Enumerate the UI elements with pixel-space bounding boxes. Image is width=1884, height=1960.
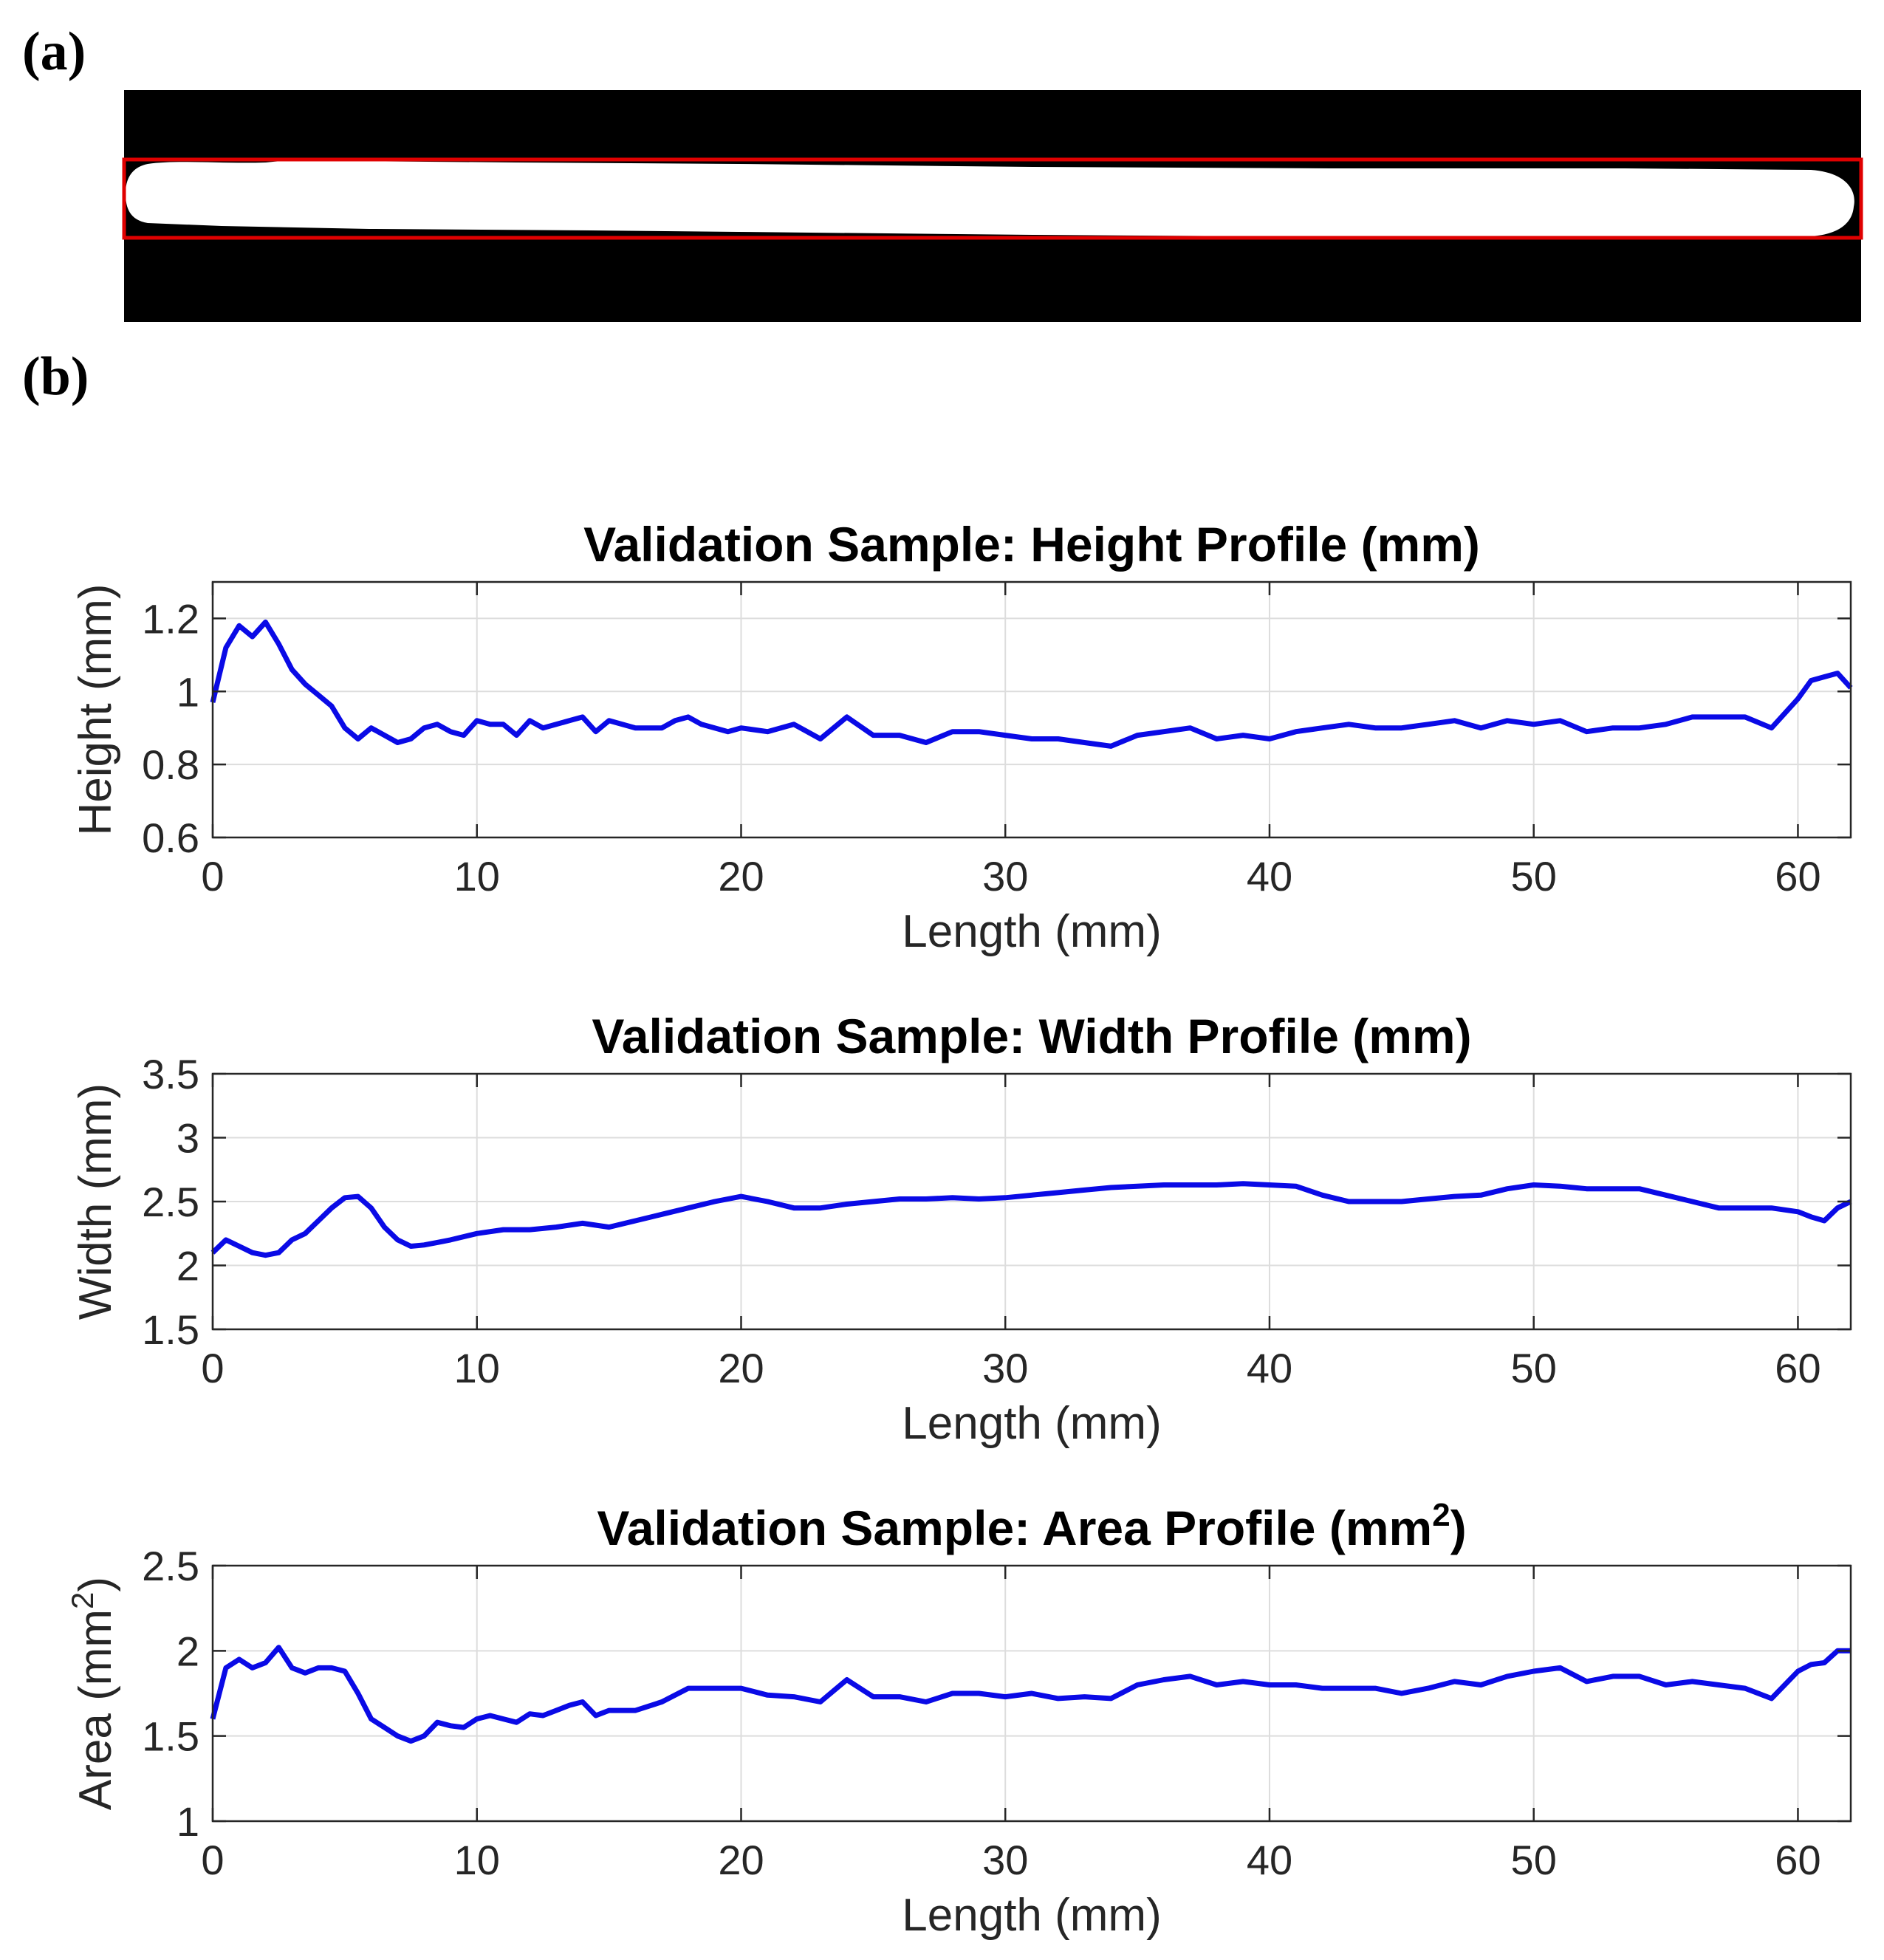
series-line bbox=[210, 619, 1853, 749]
y-tick-label: 1.5 bbox=[142, 1713, 199, 1760]
x-tick-label: 40 bbox=[1247, 1837, 1292, 1883]
x-tick-label: 0 bbox=[201, 853, 224, 900]
x-tick-label: 50 bbox=[1511, 853, 1557, 900]
y-tick-label: 0.8 bbox=[142, 741, 199, 788]
x-tick-label: 10 bbox=[454, 853, 500, 900]
y-tick-label: 2.5 bbox=[142, 1179, 199, 1225]
x-tick-label: 50 bbox=[1511, 1345, 1557, 1391]
chart-1: 0 10 20 30 40 50 60 0.6 0.8 1 1.2 Validation Sample… bbox=[70, 517, 1853, 957]
x-tick-label: 30 bbox=[982, 853, 1028, 900]
panel-a-label: (a) bbox=[22, 21, 86, 82]
panel-b-label: (b) bbox=[22, 346, 89, 407]
x-tick-label: 30 bbox=[982, 1837, 1028, 1883]
y-tick-label: 1.2 bbox=[142, 595, 199, 642]
x-tick-label: 50 bbox=[1511, 1837, 1557, 1883]
y-axis-label: Width (mm) bbox=[70, 1083, 121, 1320]
x-axis-label: Length (mm) bbox=[902, 1398, 1161, 1449]
x-tick-label: 0 bbox=[201, 1345, 224, 1391]
bounding-box bbox=[122, 157, 1863, 240]
y-tick-label: 0.6 bbox=[142, 815, 199, 861]
x-tick-label: 20 bbox=[718, 1837, 764, 1883]
chart-3: 0 10 20 30 40 50 60 1 1.5 2 2.5 Validation Sample: … bbox=[65, 1497, 1852, 1941]
chart-title: Validation Sample: Width Profile (mm) bbox=[592, 1009, 1471, 1063]
x-axis-label: Length (mm) bbox=[902, 906, 1161, 957]
plot-area bbox=[213, 582, 1851, 837]
x-tick-label: 0 bbox=[201, 1837, 224, 1883]
chart-title: Validation Sample: Height Profile (mm) bbox=[583, 517, 1480, 572]
y-tick-label: 2 bbox=[177, 1628, 199, 1674]
y-tick-label: 1.5 bbox=[142, 1306, 199, 1353]
axes-box bbox=[211, 580, 1852, 839]
x-tick-label: 60 bbox=[1775, 1837, 1820, 1883]
x-tick-label: 40 bbox=[1247, 853, 1292, 900]
x-axis-label: Length (mm) bbox=[902, 1890, 1161, 1941]
x-tick-label: 20 bbox=[718, 1345, 764, 1391]
x-tick-label: 40 bbox=[1247, 1345, 1292, 1391]
axes-box bbox=[211, 1564, 1852, 1823]
chart-title: Validation Sample: Area Profile (mm2) bbox=[597, 1497, 1466, 1555]
x-tick-label: 30 bbox=[982, 1345, 1028, 1391]
y-tick-label: 3 bbox=[177, 1115, 199, 1162]
series-line bbox=[210, 1181, 1852, 1258]
x-tick-label: 60 bbox=[1775, 1345, 1820, 1391]
y-tick-label: 1 bbox=[177, 668, 199, 715]
y-tick-label: 2 bbox=[177, 1243, 199, 1289]
mask-image bbox=[122, 90, 1863, 322]
x-tick-label: 10 bbox=[454, 1345, 500, 1391]
y-axis-label: Height (mm) bbox=[70, 583, 121, 835]
chart-2: 0 10 20 30 40 50 60 1.5 2 2.5 3 3.5 Validation Sampl… bbox=[70, 1009, 1852, 1449]
y-tick-label: 1 bbox=[177, 1798, 199, 1845]
y-tick-label: 3.5 bbox=[142, 1051, 199, 1097]
x-tick-label: 20 bbox=[718, 853, 764, 900]
mask-filament bbox=[126, 159, 1854, 238]
y-tick-label: 2.5 bbox=[142, 1543, 199, 1589]
series-line bbox=[210, 1645, 1851, 1744]
y-axis-label: Area (mm2) bbox=[65, 1577, 121, 1810]
x-tick-label: 60 bbox=[1775, 853, 1820, 900]
x-tick-label: 10 bbox=[454, 1837, 500, 1883]
